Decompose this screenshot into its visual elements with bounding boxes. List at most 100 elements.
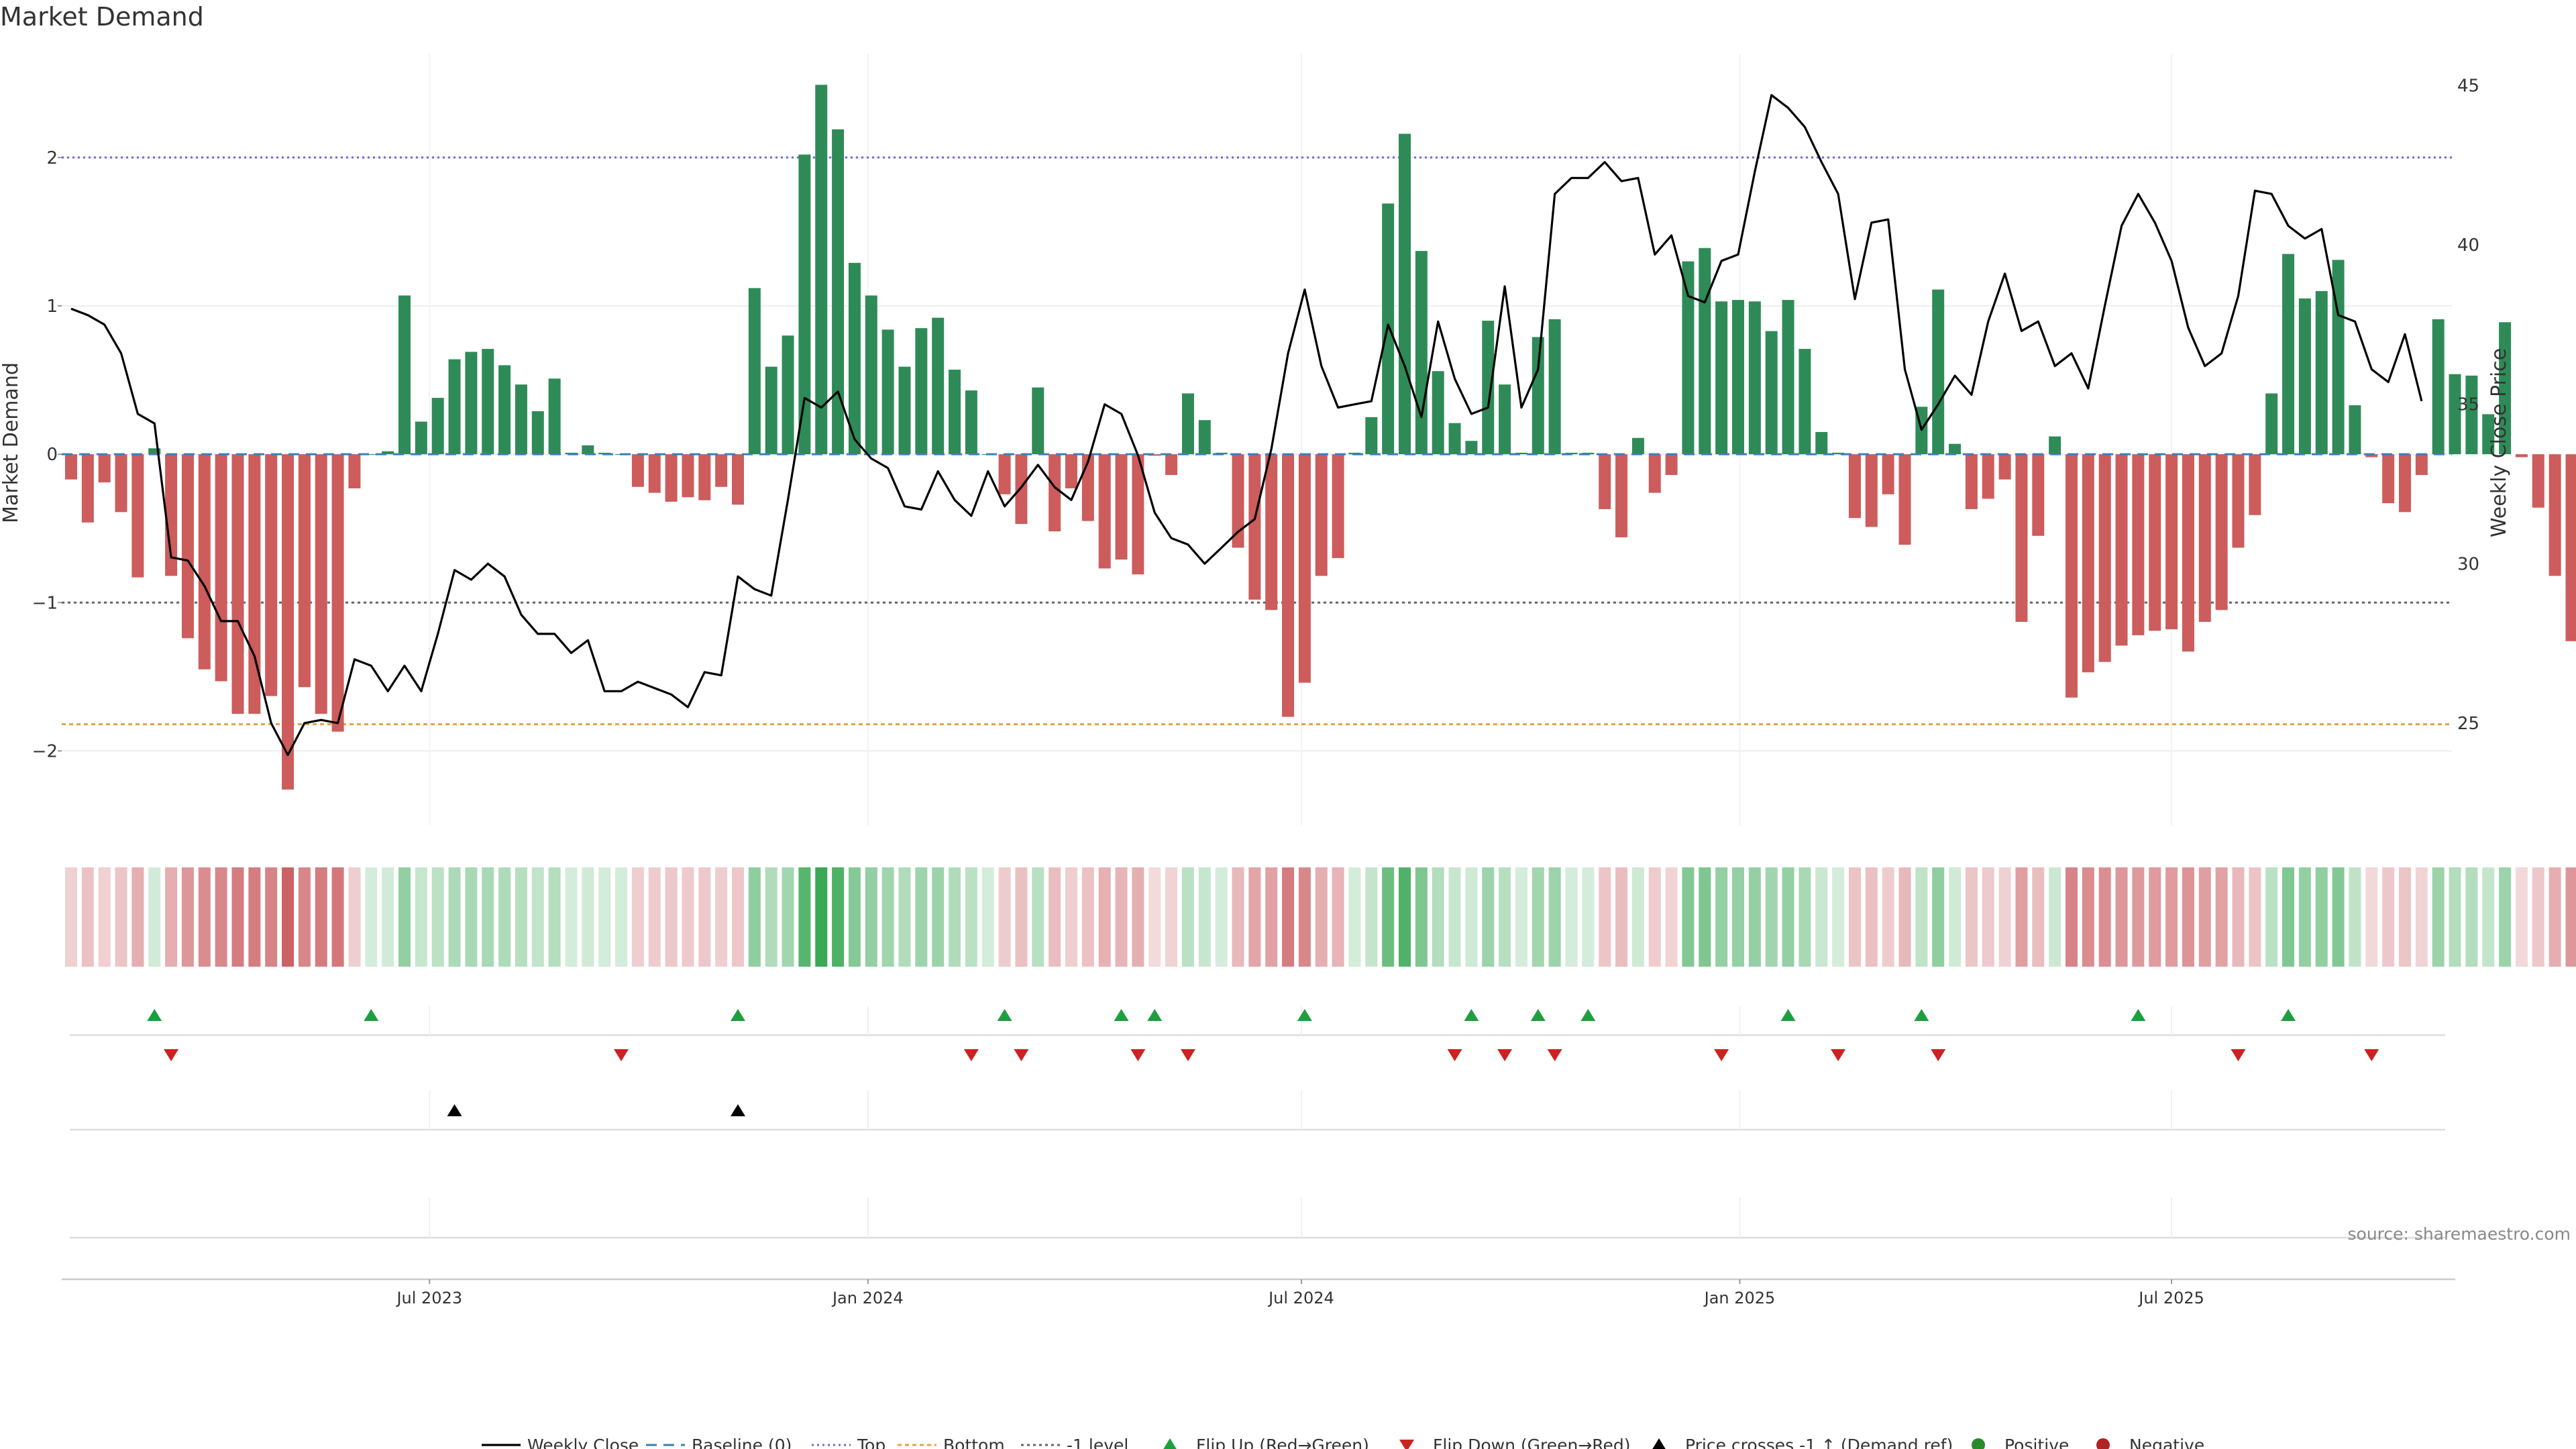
demand-bar: [2315, 290, 2328, 455]
demand-bar: [448, 359, 461, 455]
demand-bar: [265, 454, 278, 696]
heat-cell: [2482, 867, 2495, 967]
demand-bar: [398, 295, 411, 455]
demand-bar: [2282, 254, 2295, 455]
demand-bar: [331, 454, 344, 732]
heat-cell: [1615, 867, 1628, 967]
heat-cell: [965, 867, 977, 967]
demand-bar: [2532, 454, 2544, 508]
demand-bar: [732, 454, 744, 505]
demand-bar: [1832, 452, 1845, 455]
heat-cell: [1215, 867, 1228, 967]
heat-cell: [648, 867, 661, 967]
demand-bar: [1115, 454, 1128, 560]
demand-bar: [215, 454, 227, 682]
heat-cell: [2232, 867, 2245, 967]
demand-bar: [515, 384, 527, 455]
demand-bar: [2349, 405, 2361, 455]
demand-bar: [531, 411, 544, 455]
heat-cell: [981, 867, 994, 967]
heat-cell: [598, 867, 611, 967]
heat-cell: [1648, 867, 1661, 967]
demand-bar: [2482, 414, 2495, 455]
heat-cell: [131, 867, 144, 967]
demand-bar: [2399, 454, 2411, 513]
heat-cell: [1782, 867, 1794, 967]
demand-bar: [165, 454, 178, 576]
heat-cell: [1232, 867, 1244, 967]
heat-cell: [1348, 867, 1361, 967]
demand-bar: [2249, 454, 2261, 515]
demand-bar: [382, 451, 394, 455]
legend: Weekly Close Baseline (0) Top Bottom -1 leve…: [482, 1436, 2204, 1449]
demand-bar: [1399, 133, 1411, 455]
demand-bar: [1532, 337, 1544, 455]
legend-label: Flip Up (Red→Green): [1196, 1436, 1369, 1449]
demand-bar: [198, 454, 211, 669]
demand-bar: [1065, 454, 1077, 488]
legend-swatch-flip-down: [1399, 1440, 1414, 1449]
heat-cell: [431, 867, 444, 967]
heat-cell: [298, 867, 311, 967]
demand-bar: [631, 454, 644, 487]
demand-bar: [1998, 454, 2011, 480]
heat-cell: [682, 867, 694, 967]
heat-cell: [1115, 867, 1128, 967]
demand-bar: [582, 445, 594, 455]
heat-cell: [348, 867, 361, 967]
heat-cell: [815, 867, 828, 967]
heat-cell: [248, 867, 261, 967]
demand-bar: [1682, 261, 1695, 455]
demand-bar: [2065, 454, 2078, 698]
flip-down-marker: [1547, 1049, 1562, 1061]
demand-bar: [1715, 301, 1728, 455]
flip-up-marker: [1114, 1009, 1129, 1021]
heat-cell: [1832, 867, 1845, 967]
x-tick-label: Jul 2024: [1267, 1289, 1334, 1307]
demand-bar: [2049, 436, 2061, 455]
demand-bar: [1248, 454, 1261, 600]
heat-cell: [2165, 867, 2178, 967]
demand-bar: [1432, 371, 1444, 455]
heat-cell: [215, 867, 227, 967]
demand-bar: [1098, 454, 1111, 569]
left-tick-label: −2: [32, 741, 58, 761]
demand-bar: [2365, 454, 2378, 458]
demand-bar: [1932, 289, 1945, 455]
heat-cell: [315, 867, 327, 967]
heat-cell: [1382, 867, 1395, 967]
heat-cell: [2548, 867, 2561, 967]
demand-bar: [1982, 454, 1994, 499]
left-axis-label: Market Demand: [0, 362, 23, 523]
demand-bar: [365, 454, 378, 455]
heat-cell: [748, 867, 761, 967]
heat-cell: [698, 867, 711, 967]
demand-bar: [1699, 248, 1711, 455]
heat-cell: [1081, 867, 1094, 967]
demand-bar: [148, 448, 161, 455]
demand-bar: [482, 349, 494, 455]
heat-cell: [1198, 867, 1211, 967]
demand-bar: [1181, 393, 1194, 455]
demand-bar: [965, 390, 977, 455]
right-tick-label: 30: [2457, 554, 2479, 574]
heat-cell: [2432, 867, 2445, 967]
demand-bar: [98, 454, 111, 483]
heat-cell: [2065, 867, 2078, 967]
right-tick-label: 45: [2457, 76, 2479, 97]
x-tick-label: Jul 2025: [2137, 1289, 2204, 1307]
demand-bar: [1515, 452, 1527, 455]
heat-cell: [2249, 867, 2261, 967]
heat-cell: [65, 867, 77, 967]
demand-bar: [665, 454, 678, 502]
demand-bar: [1365, 417, 1378, 455]
heat-cell: [848, 867, 861, 967]
heat-cell: [1332, 867, 1344, 967]
heat-cell: [1715, 867, 1728, 967]
demand-bar: [1265, 454, 1278, 610]
heat-cell: [1399, 867, 1411, 967]
demand-bar: [315, 454, 327, 714]
legend-label: Flip Down (Green→Red): [1433, 1436, 1631, 1449]
heat-cell: [98, 867, 111, 967]
flip-up-marker: [1530, 1009, 1546, 1021]
